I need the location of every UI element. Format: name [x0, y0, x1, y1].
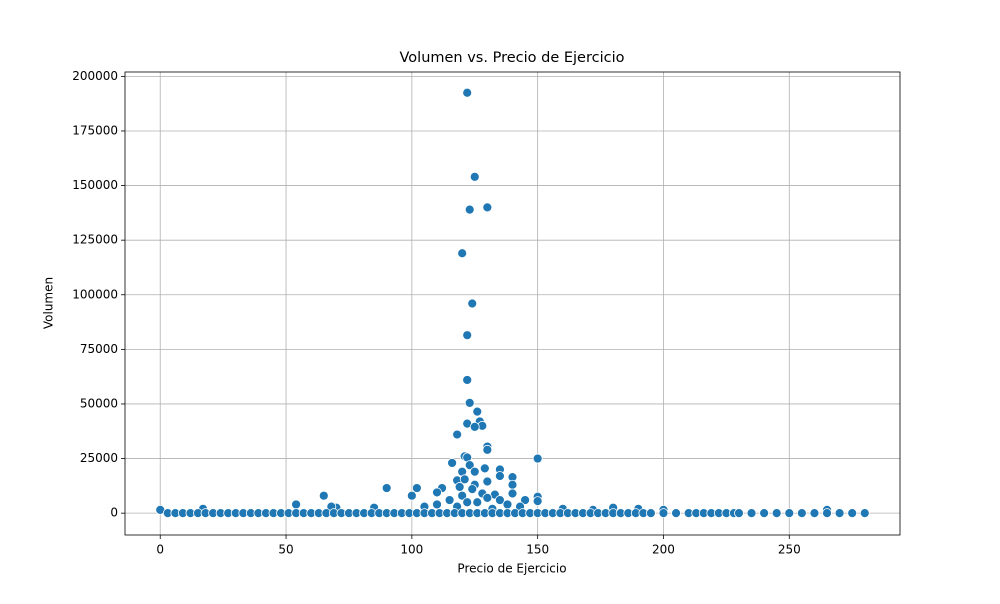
point [859, 508, 870, 519]
point [502, 499, 513, 510]
point [482, 492, 493, 503]
point [822, 508, 832, 519]
point [469, 466, 480, 477]
point [482, 444, 493, 455]
point [734, 508, 744, 519]
point [658, 508, 669, 519]
point [532, 496, 543, 507]
y-tick-label: 50000 [80, 396, 118, 410]
point [771, 508, 782, 519]
point [447, 458, 458, 468]
x-axis-label: Precio de Ejercicio [457, 562, 566, 576]
point [495, 495, 505, 505]
y-tick-label: 125000 [72, 233, 118, 247]
point [432, 487, 442, 498]
point [452, 429, 463, 440]
point [809, 508, 820, 519]
point [464, 460, 475, 471]
x-tick-label: 50 [278, 543, 293, 557]
point [467, 484, 478, 495]
point [759, 508, 770, 519]
point [381, 483, 392, 493]
chart-title: Volumen vs. Precio de Ejercicio [400, 50, 625, 66]
point [479, 463, 490, 474]
x-tick-label: 100 [400, 543, 423, 557]
point [467, 298, 478, 309]
plot-frame [124, 71, 901, 536]
x-tick-label: 250 [778, 543, 801, 557]
point [746, 508, 757, 519]
point [520, 495, 530, 505]
x-tick-label: 0 [156, 543, 164, 557]
x-tick-label: 150 [526, 543, 549, 557]
point [472, 497, 483, 508]
y-tick-label: 25000 [80, 451, 118, 465]
y-tick-label: 175000 [72, 123, 118, 137]
point [532, 453, 543, 464]
y-tick-label: 75000 [80, 342, 118, 356]
x-tick-label: 200 [652, 543, 675, 557]
point [432, 499, 442, 510]
point [462, 330, 473, 341]
point [472, 406, 483, 417]
point [462, 375, 473, 385]
point [834, 508, 845, 519]
point [847, 508, 858, 519]
point [457, 490, 468, 501]
point [462, 497, 473, 508]
point [454, 482, 465, 492]
point [444, 495, 455, 505]
point [645, 508, 656, 519]
point [784, 508, 795, 519]
point [464, 397, 475, 408]
point [507, 488, 518, 499]
y-tick-label: 100000 [72, 287, 118, 301]
y-tick-label: 200000 [72, 69, 118, 83]
point [482, 476, 493, 487]
point [469, 171, 480, 182]
point [411, 483, 422, 493]
point [459, 474, 470, 485]
point [482, 202, 493, 213]
point [462, 87, 473, 98]
point [318, 490, 329, 501]
point [291, 499, 302, 510]
point [406, 490, 417, 501]
y-tick-label: 150000 [72, 178, 118, 192]
point [469, 421, 480, 432]
point [796, 508, 807, 519]
y-tick-label: 0 [110, 506, 118, 520]
point [495, 471, 505, 481]
point [507, 479, 518, 490]
point [464, 204, 475, 215]
point [671, 508, 681, 519]
y-axis-label: Volumen [42, 277, 56, 329]
point [457, 248, 468, 259]
